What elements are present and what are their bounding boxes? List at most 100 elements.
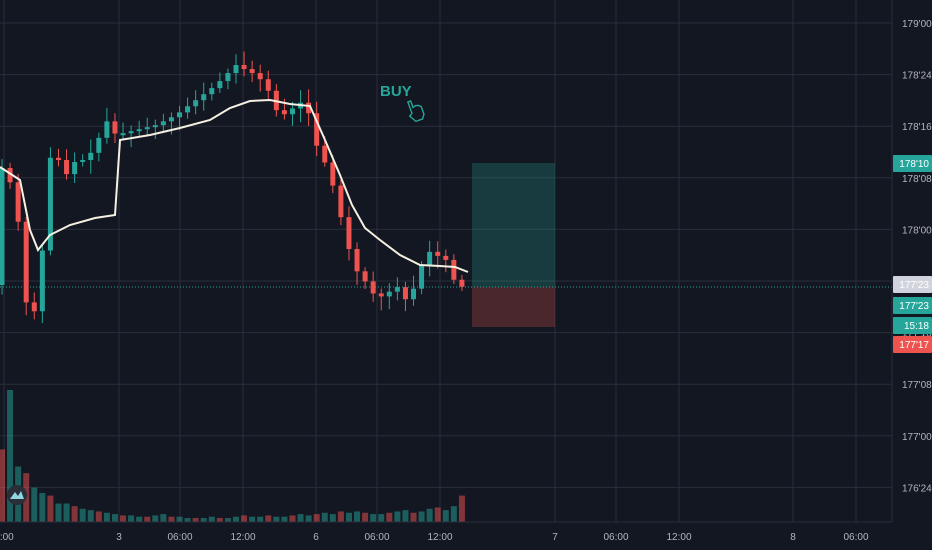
volume-bar [160,514,167,522]
candle-body [47,157,53,251]
volume-bar [313,514,320,522]
volume-bar [458,495,465,522]
volume-bar [128,515,135,522]
candle-body [39,250,45,312]
candle-body [15,182,21,222]
price-tick-label: 177'00 [902,432,932,443]
candle-body [257,73,263,80]
candle-body [427,251,433,266]
candle-body [31,302,37,312]
candle-body [185,106,191,113]
time-tick-label: 8 [790,532,796,543]
candle-body [394,287,400,292]
volume-bar [305,515,312,522]
price-tag-label: 178'10 [899,159,929,170]
price-tick-label: 178'00 [902,225,932,236]
position-stop-zone[interactable] [472,287,555,327]
volume-bar [410,512,417,522]
volume-bar [329,514,336,522]
time-tick-label: 06:00 [843,532,868,543]
volume-bar [200,518,207,522]
time-tick-label: 06:00 [167,532,192,543]
price-axis-tags: 178'10 177'23 177'23 15:18 177'17 [893,155,932,353]
price-tick-label: 178'24 [902,71,932,82]
candle-body [72,162,78,175]
candle-body [168,117,174,122]
volume-bar [120,515,127,522]
candle-body [443,255,449,260]
candle-body [209,88,215,95]
candle-body [104,121,110,138]
volume-bar [184,518,191,522]
time-tick-label: 06:00 [364,532,389,543]
volume-bar [224,518,231,522]
candle-body [233,65,239,74]
volume-bar [176,516,183,522]
candle-body [402,287,408,300]
volume-bar [297,514,304,522]
price-axis[interactable]: 179'00178'24178'16178'08178'00177'24177'… [902,19,932,494]
volume-bar [281,516,288,522]
candle-body [225,73,231,82]
volume-bar [434,507,441,522]
volume-bar [426,508,433,522]
candle-body [378,293,384,297]
volume-bar [79,508,86,522]
price-tick-label: 178'08 [902,174,932,185]
price-tick-label: 179'00 [902,19,932,30]
candle-body [249,69,255,74]
volume-bar [47,495,54,522]
volume-bar [208,516,215,522]
candle-body [241,65,247,70]
candle-body [322,145,328,163]
time-tick-label: 2:00 [0,532,14,543]
candle-body [152,125,158,128]
candle-body [160,121,166,126]
price-tag [893,336,932,353]
volume-bar [289,515,296,522]
candle-body [338,185,344,218]
candle-body [64,160,70,175]
volume-bar [249,516,256,522]
chart-grid [0,0,892,522]
volume-bar [152,515,159,522]
volume-bar [0,449,5,522]
volume-bar [378,514,385,522]
volume-bar [337,511,344,522]
volume-bar [87,510,94,522]
candle-body [88,152,94,160]
time-axis[interactable]: 2:00 3 06:00 12:00 6 06:00 12:00 7 06:00 12:00 8 06… [0,532,869,543]
candle-body [435,251,441,256]
time-tick-label: 6 [313,532,319,543]
price-tag [893,297,932,314]
buy-annotation[interactable]: BUY [380,83,412,100]
volume-bar [95,511,102,522]
candle-body [346,217,352,249]
price-tag [893,155,932,172]
volume-bar [442,510,449,522]
candle-body [7,168,13,183]
price-tag-label: 15:18 [904,321,929,332]
candle-body [80,160,86,163]
tradingview-logo[interactable] [7,485,27,505]
candlestick-series [0,51,465,324]
position-target-zone[interactable] [472,163,555,287]
candle-body [281,110,287,115]
candle-body [419,265,425,289]
time-tick-label: 3 [116,532,122,543]
candle-body [112,121,118,134]
candle-body [362,271,368,282]
price-tick-label: 176'24 [902,483,932,494]
volume-bar [370,514,377,522]
volume-bar [257,516,264,522]
candle-body [265,79,271,91]
candle-body [0,168,5,285]
candle-body [354,249,360,272]
candle-body [23,221,29,303]
candle-body [459,279,465,287]
candle-body [144,127,150,130]
volume-bar [103,512,110,522]
long-position-tool[interactable] [472,163,555,327]
candle-body [193,100,199,107]
